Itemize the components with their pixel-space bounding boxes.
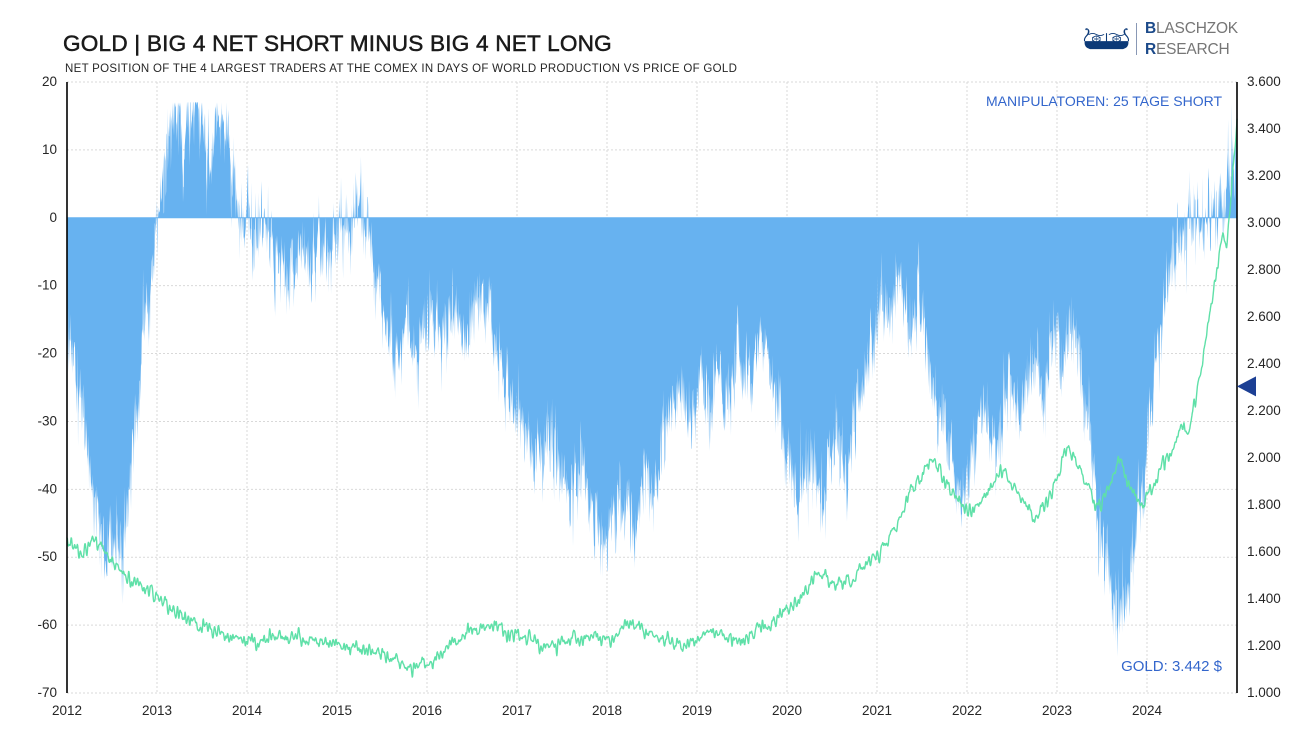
svg-text:3.600: 3.600 <box>1247 74 1281 89</box>
svg-text:2019: 2019 <box>682 703 712 718</box>
svg-text:1.200: 1.200 <box>1247 638 1281 653</box>
svg-text:1.400: 1.400 <box>1247 591 1281 606</box>
svg-text:1.600: 1.600 <box>1247 544 1281 559</box>
svg-text:10: 10 <box>42 142 57 157</box>
svg-text:2014: 2014 <box>232 703 263 718</box>
svg-text:1.800: 1.800 <box>1247 497 1281 512</box>
svg-text:-70: -70 <box>37 685 57 700</box>
svg-text:3.400: 3.400 <box>1247 121 1281 136</box>
svg-text:-60: -60 <box>37 617 57 632</box>
svg-text:3.000: 3.000 <box>1247 215 1281 230</box>
svg-text:2012: 2012 <box>52 703 82 718</box>
svg-text:0: 0 <box>49 210 57 225</box>
svg-text:-50: -50 <box>37 549 57 564</box>
svg-text:2023: 2023 <box>1042 703 1072 718</box>
svg-text:2016: 2016 <box>412 703 442 718</box>
svg-text:GOLD: 3.442 $: GOLD: 3.442 $ <box>1121 658 1223 675</box>
svg-text:2.600: 2.600 <box>1247 309 1281 324</box>
svg-text:2024: 2024 <box>1132 703 1163 718</box>
svg-text:2022: 2022 <box>952 703 982 718</box>
svg-text:-10: -10 <box>37 278 57 293</box>
svg-text:-20: -20 <box>37 346 57 361</box>
svg-text:2.200: 2.200 <box>1247 403 1281 418</box>
svg-text:MANIPULATOREN: 25 TAGE SHORT: MANIPULATOREN: 25 TAGE SHORT <box>986 93 1222 109</box>
svg-text:1.000: 1.000 <box>1247 685 1281 700</box>
svg-text:-30: -30 <box>37 413 57 428</box>
svg-text:2015: 2015 <box>322 703 352 718</box>
svg-text:2018: 2018 <box>592 703 622 718</box>
svg-text:2017: 2017 <box>502 703 532 718</box>
svg-text:20: 20 <box>42 74 57 89</box>
svg-text:2.400: 2.400 <box>1247 356 1281 371</box>
svg-text:-40: -40 <box>37 481 57 496</box>
svg-text:2021: 2021 <box>862 703 892 718</box>
svg-text:2.800: 2.800 <box>1247 262 1281 277</box>
svg-text:3.200: 3.200 <box>1247 168 1281 183</box>
svg-text:2013: 2013 <box>142 703 172 718</box>
svg-text:2.000: 2.000 <box>1247 450 1281 465</box>
svg-text:2020: 2020 <box>772 703 802 718</box>
